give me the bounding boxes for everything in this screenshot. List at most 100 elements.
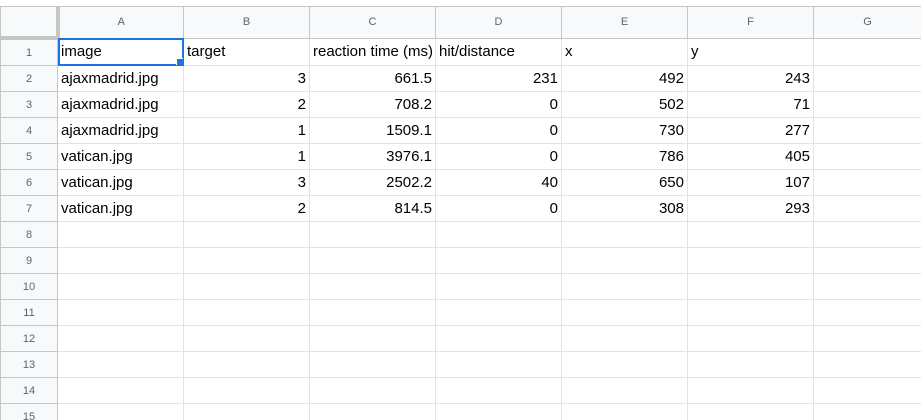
cell-e14[interactable] xyxy=(561,377,688,404)
cell-b4[interactable]: 1 xyxy=(183,117,310,144)
cell-c15[interactable] xyxy=(309,403,436,420)
cell-d9[interactable] xyxy=(435,247,562,274)
row-header[interactable]: 8 xyxy=(0,221,58,248)
cell-g10[interactable] xyxy=(813,273,921,300)
cell-b1[interactable]: target xyxy=(183,37,310,66)
cell-g15[interactable] xyxy=(813,403,921,420)
row-header[interactable]: 10 xyxy=(0,273,58,300)
column-header-b[interactable]: B xyxy=(183,6,310,39)
row-header[interactable]: 12 xyxy=(0,325,58,352)
cell-e3[interactable]: 502 xyxy=(561,91,688,118)
cell-e15[interactable] xyxy=(561,403,688,420)
cell-g4[interactable] xyxy=(813,117,921,144)
cell-a13[interactable] xyxy=(57,351,184,378)
cell-c3[interactable]: 708.2 xyxy=(309,91,436,118)
cell-a4[interactable]: ajaxmadrid.jpg xyxy=(57,117,184,144)
row-header[interactable]: 14 xyxy=(0,377,58,404)
cell-d3[interactable]: 0 xyxy=(435,91,562,118)
cell-b8[interactable] xyxy=(183,221,310,248)
cell-a14[interactable] xyxy=(57,377,184,404)
row-header[interactable]: 9 xyxy=(0,247,58,274)
cell-c14[interactable] xyxy=(309,377,436,404)
cell-b3[interactable]: 2 xyxy=(183,91,310,118)
cell-g1[interactable] xyxy=(813,37,921,66)
cell-f8[interactable] xyxy=(687,221,814,248)
cell-c10[interactable] xyxy=(309,273,436,300)
cell-c5[interactable]: 3976.1 xyxy=(309,143,436,170)
cell-e4[interactable]: 730 xyxy=(561,117,688,144)
cell-d12[interactable] xyxy=(435,325,562,352)
cell-d11[interactable] xyxy=(435,299,562,326)
cell-c7[interactable]: 814.5 xyxy=(309,195,436,222)
row-header[interactable]: 6 xyxy=(0,169,58,196)
cell-a7[interactable]: vatican.jpg xyxy=(57,195,184,222)
cell-a10[interactable] xyxy=(57,273,184,300)
cell-a8[interactable] xyxy=(57,221,184,248)
cell-d13[interactable] xyxy=(435,351,562,378)
column-header-e[interactable]: E xyxy=(561,6,688,39)
cell-f7[interactable]: 293 xyxy=(687,195,814,222)
cell-a12[interactable] xyxy=(57,325,184,352)
cell-g13[interactable] xyxy=(813,351,921,378)
cell-c4[interactable]: 1509.1 xyxy=(309,117,436,144)
cell-c11[interactable] xyxy=(309,299,436,326)
cell-g6[interactable] xyxy=(813,169,921,196)
column-header-c[interactable]: C xyxy=(309,6,436,39)
row-header[interactable]: 7 xyxy=(0,195,58,222)
cell-c13[interactable] xyxy=(309,351,436,378)
row-header[interactable]: 11 xyxy=(0,299,58,326)
row-header[interactable]: 1 xyxy=(0,37,58,66)
cell-b14[interactable] xyxy=(183,377,310,404)
cell-d10[interactable] xyxy=(435,273,562,300)
cell-c12[interactable] xyxy=(309,325,436,352)
cell-d5[interactable]: 0 xyxy=(435,143,562,170)
cell-f10[interactable] xyxy=(687,273,814,300)
column-header-f[interactable]: F xyxy=(687,6,814,39)
cell-b12[interactable] xyxy=(183,325,310,352)
cell-b11[interactable] xyxy=(183,299,310,326)
cell-b9[interactable] xyxy=(183,247,310,274)
cell-f1[interactable]: y xyxy=(687,37,814,66)
cell-d6[interactable]: 40 xyxy=(435,169,562,196)
cell-e6[interactable]: 650 xyxy=(561,169,688,196)
cell-e12[interactable] xyxy=(561,325,688,352)
row-header[interactable]: 15 xyxy=(0,403,58,420)
column-header-a[interactable]: A xyxy=(57,6,184,39)
select-all-corner[interactable] xyxy=(0,6,60,40)
cell-f13[interactable] xyxy=(687,351,814,378)
row-header[interactable]: 3 xyxy=(0,91,58,118)
cell-a15[interactable] xyxy=(57,403,184,420)
cell-e1[interactable]: x xyxy=(561,37,688,66)
cell-c2[interactable]: 661.5 xyxy=(309,65,436,92)
cell-f2[interactable]: 243 xyxy=(687,65,814,92)
cell-e13[interactable] xyxy=(561,351,688,378)
cell-d1[interactable]: hit/distance xyxy=(435,37,562,66)
cell-c1[interactable]: reaction time (ms) xyxy=(309,37,436,66)
cell-b2[interactable]: 3 xyxy=(183,65,310,92)
cell-b15[interactable] xyxy=(183,403,310,420)
cell-c9[interactable] xyxy=(309,247,436,274)
cell-e9[interactable] xyxy=(561,247,688,274)
row-header[interactable]: 4 xyxy=(0,117,58,144)
cell-e8[interactable] xyxy=(561,221,688,248)
cell-e10[interactable] xyxy=(561,273,688,300)
cell-d2[interactable]: 231 xyxy=(435,65,562,92)
column-header-g[interactable]: G xyxy=(813,6,921,39)
cell-b7[interactable]: 2 xyxy=(183,195,310,222)
cell-f11[interactable] xyxy=(687,299,814,326)
cell-d7[interactable]: 0 xyxy=(435,195,562,222)
row-header[interactable]: 2 xyxy=(0,65,58,92)
cell-e2[interactable]: 492 xyxy=(561,65,688,92)
cell-f12[interactable] xyxy=(687,325,814,352)
cell-g11[interactable] xyxy=(813,299,921,326)
cell-f3[interactable]: 71 xyxy=(687,91,814,118)
cell-f14[interactable] xyxy=(687,377,814,404)
cell-e7[interactable]: 308 xyxy=(561,195,688,222)
row-header[interactable]: 5 xyxy=(0,143,58,170)
fill-handle[interactable] xyxy=(176,58,183,65)
cell-b5[interactable]: 1 xyxy=(183,143,310,170)
cell-f9[interactable] xyxy=(687,247,814,274)
cell-c8[interactable] xyxy=(309,221,436,248)
cell-f6[interactable]: 107 xyxy=(687,169,814,196)
cell-a1[interactable]: image xyxy=(57,37,184,66)
